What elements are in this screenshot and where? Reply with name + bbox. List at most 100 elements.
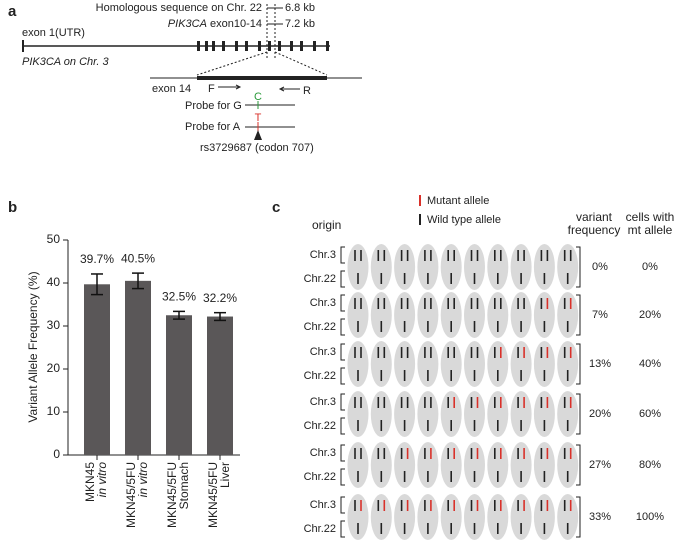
cell bbox=[370, 244, 392, 290]
variant-frequency: 0% bbox=[592, 261, 608, 273]
value-label: 40.5% bbox=[121, 251, 155, 265]
cell bbox=[347, 244, 369, 290]
variant-header: frequency bbox=[568, 223, 621, 237]
primer-r: R bbox=[303, 85, 311, 97]
bracket bbox=[576, 393, 581, 435]
cell bbox=[487, 341, 509, 387]
variant-frequency: 20% bbox=[589, 408, 611, 420]
chr22-label: Chr.22 bbox=[304, 420, 336, 432]
x-tick-sublabel: Liver bbox=[218, 462, 232, 488]
cell bbox=[464, 494, 485, 540]
cells-with-mt: 100% bbox=[636, 511, 664, 523]
cell bbox=[347, 292, 369, 338]
cells-with-mt: 60% bbox=[639, 408, 661, 420]
snp-label: rs3729687 (codon 707) bbox=[200, 142, 314, 154]
bar bbox=[166, 315, 192, 455]
bracket bbox=[576, 246, 581, 288]
cell bbox=[557, 292, 579, 338]
cell bbox=[464, 341, 485, 387]
cell bbox=[347, 391, 369, 437]
cell bbox=[440, 341, 462, 387]
bar bbox=[125, 280, 151, 455]
cell bbox=[440, 391, 462, 437]
chr22-label: Chr.22 bbox=[304, 370, 336, 382]
cell bbox=[417, 244, 439, 290]
chr3-label: Chr.3 bbox=[310, 447, 336, 459]
exons bbox=[22, 40, 329, 52]
cell bbox=[347, 341, 369, 387]
y-tick-label: 0 bbox=[53, 447, 60, 461]
cell bbox=[394, 292, 416, 338]
x-tick-sublabel: in vitro bbox=[136, 462, 150, 498]
bar bbox=[84, 284, 110, 455]
cells-with-mt: 80% bbox=[639, 459, 661, 471]
gene-name: PIK3CA bbox=[22, 56, 61, 68]
exon1-label: exon 1(UTR) bbox=[22, 27, 85, 39]
cell bbox=[417, 442, 439, 488]
cell bbox=[394, 442, 416, 488]
cell bbox=[394, 244, 416, 290]
exon-range-size: 7.2 kb bbox=[285, 18, 315, 30]
bracket bbox=[340, 343, 345, 385]
cell bbox=[533, 442, 555, 488]
cells-with-mt: 20% bbox=[639, 309, 661, 321]
cell bbox=[417, 494, 439, 540]
primer-arrow bbox=[218, 84, 242, 90]
chr22-label: Chr.22 bbox=[304, 523, 336, 535]
exon-range: exon10-14 bbox=[210, 18, 262, 30]
primer-f: F bbox=[208, 83, 215, 95]
cell bbox=[557, 341, 579, 387]
panel-label: a bbox=[8, 3, 17, 20]
cell bbox=[417, 292, 439, 338]
bracket bbox=[340, 444, 345, 486]
bracket bbox=[340, 246, 345, 288]
exon-range-label: PIK3CA exon10-14 bbox=[168, 18, 262, 30]
cell bbox=[370, 341, 392, 387]
cell bbox=[347, 442, 369, 488]
cell bbox=[417, 341, 439, 387]
chr22-label: Chr.22 bbox=[304, 471, 336, 483]
chromosome: on Chr. 3 bbox=[64, 56, 110, 68]
cell bbox=[510, 341, 532, 387]
snp-marker bbox=[254, 130, 262, 140]
panel-label: b bbox=[8, 199, 17, 216]
cell bbox=[440, 442, 462, 488]
chr22-label: Chr.22 bbox=[304, 321, 336, 333]
x-tick-label: MKN45/5FU bbox=[124, 462, 138, 528]
chr3-label: Chr.3 bbox=[310, 499, 336, 511]
exon14-block bbox=[197, 76, 327, 80]
variant-frequency: 7% bbox=[592, 309, 608, 321]
variant-frequency: 13% bbox=[589, 358, 611, 370]
cell bbox=[533, 244, 555, 290]
chr3-label: Chr.3 bbox=[310, 346, 336, 358]
cell bbox=[487, 391, 509, 437]
x-tick-sublabel: Stomach bbox=[177, 462, 191, 509]
cell bbox=[464, 244, 485, 290]
panel-label: c bbox=[272, 199, 280, 216]
gene-italic: PIK3CA bbox=[168, 18, 207, 30]
x-tick-label: MKN45/5FU bbox=[165, 462, 179, 528]
bracket bbox=[340, 294, 345, 336]
cell bbox=[557, 391, 579, 437]
cells-header: cells with bbox=[626, 210, 675, 224]
bracket bbox=[576, 496, 581, 538]
y-tick-label: 20 bbox=[47, 361, 61, 375]
zoom-line bbox=[196, 51, 268, 76]
cell bbox=[370, 494, 392, 540]
y-axis-label: Variant Allele Frequency (%) bbox=[26, 271, 40, 422]
cell bbox=[533, 391, 555, 437]
cell-diagram: Chr.3 Chr.22 0% 0% Chr.3 Chr.22 7% 20% Chr.3 Chr.… bbox=[304, 244, 664, 540]
chr3-label: Chr.3 bbox=[310, 396, 336, 408]
exon14-label: exon 14 bbox=[152, 83, 191, 95]
probe-g-label: Probe for G bbox=[185, 100, 242, 112]
cell bbox=[557, 442, 579, 488]
cell bbox=[487, 244, 509, 290]
cell bbox=[440, 244, 462, 290]
cell bbox=[370, 292, 392, 338]
cell bbox=[487, 442, 509, 488]
bracket bbox=[576, 444, 581, 486]
cell bbox=[440, 494, 462, 540]
cell bbox=[464, 442, 485, 488]
